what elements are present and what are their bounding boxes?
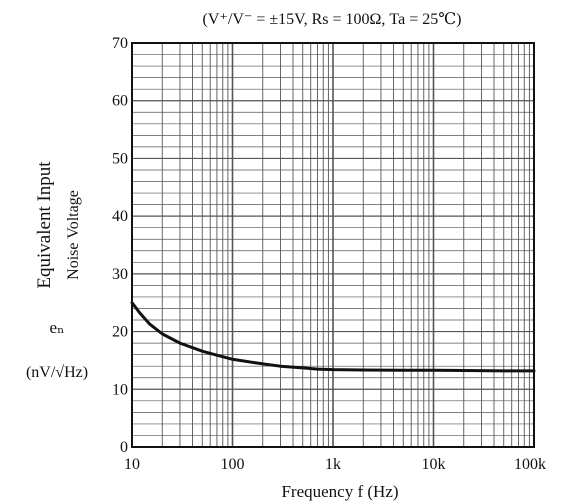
- x-tick-label: 10k: [422, 456, 446, 473]
- y-tick-label: 10: [112, 381, 128, 398]
- y-tick-label: 50: [112, 150, 128, 167]
- grid: [132, 43, 534, 447]
- x-tick-label: 1k: [325, 456, 341, 473]
- x-axis-label: Frequency f (Hz): [281, 482, 398, 501]
- y-tick-label: 20: [112, 324, 128, 341]
- x-tick-label: 100: [221, 456, 245, 473]
- y-tick-label: 70: [112, 35, 128, 52]
- x-tick-label: 100k: [514, 456, 546, 473]
- y-axis-label-line2: Noise Voltage: [65, 190, 82, 280]
- y-tick-label: 30: [112, 266, 128, 283]
- y-axis-unit: (nV/√Hz): [26, 364, 88, 381]
- y-tick-label: 60: [112, 93, 128, 110]
- y-tick-label: 0: [120, 439, 128, 456]
- y-axis-symbol: eₙ: [50, 318, 65, 337]
- x-tick-label: 10: [124, 456, 140, 473]
- y-axis-label-line1: Equivalent Input: [34, 161, 55, 289]
- y-tick-label: 40: [112, 208, 128, 225]
- chart-title: (V⁺/V⁻ = ±15V, Rs = 100Ω, Ta = 25℃): [203, 11, 462, 28]
